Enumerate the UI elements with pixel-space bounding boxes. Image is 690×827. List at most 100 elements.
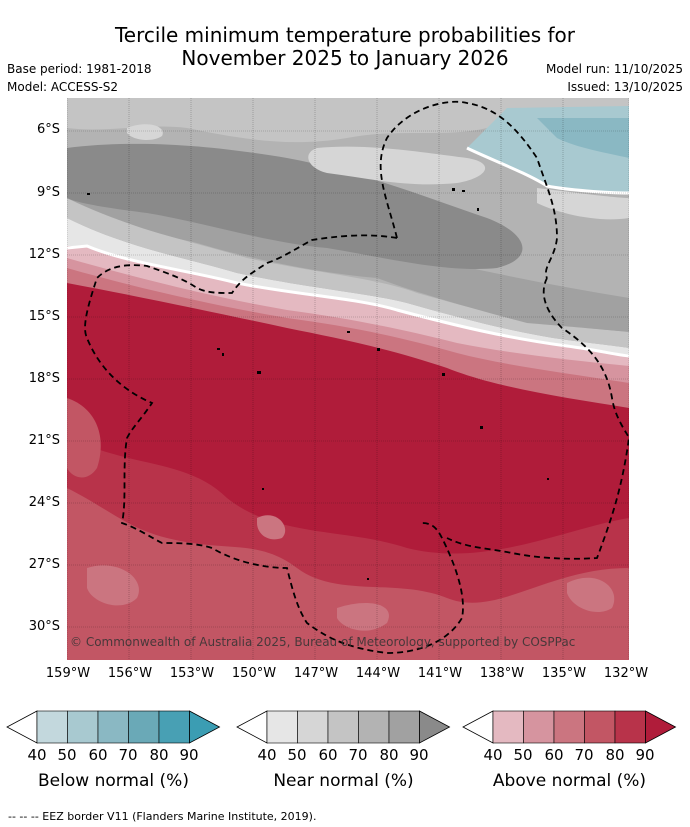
legend-below-tick-80: 80: [149, 746, 169, 764]
island: [222, 353, 224, 356]
above-60-patch2: [337, 603, 389, 631]
legend-above-normal: 40 50 60 70 80 90 Above normal (%): [462, 710, 677, 800]
legend-near-title: Near normal (%): [273, 771, 414, 791]
lon-label-156w: 156°W: [107, 666, 153, 681]
legend-swatch: [97, 710, 129, 744]
legend-swatch: [327, 710, 359, 744]
legend-swatch: [614, 710, 646, 744]
near-90-core: [67, 143, 523, 269]
legend-swatch: [523, 710, 555, 744]
island: [262, 488, 264, 490]
near-60-north: [67, 98, 629, 143]
lat-label-18s: 18°S: [28, 371, 60, 386]
meta-right: Model run: 11/10/2025 Issued: 13/10/2025: [546, 60, 683, 96]
lat-label-6s: 6°S: [36, 122, 60, 137]
island: [477, 208, 479, 211]
above-60-patch4: [567, 577, 615, 613]
lon-label-141w: 141°W: [417, 666, 463, 681]
lon-label-159w: 159°W: [45, 666, 91, 681]
legend-swatch: [584, 710, 616, 744]
legend-near-colorbar: [236, 710, 451, 744]
category-boundary: [67, 244, 629, 358]
above-60-band: [67, 248, 629, 408]
legend-above-title: Above normal (%): [492, 771, 647, 791]
island: [377, 348, 380, 351]
island: [462, 190, 465, 192]
legend-below-tick-70: 70: [118, 746, 138, 764]
legend-near-tick-80: 80: [379, 746, 399, 764]
legend-swatch: [67, 710, 99, 744]
legend-above-tick-80: 80: [605, 746, 625, 764]
lat-label-9s: 9°S: [36, 185, 60, 200]
model-run: Model run: 11/10/2025: [545, 62, 683, 76]
legend-swatch: [128, 710, 160, 744]
legend-under-triangle: [236, 710, 268, 744]
lon-label-147w: 147°W: [293, 666, 339, 681]
legend-over-triangle: [419, 710, 451, 744]
legend-below-tick-90: 90: [179, 746, 199, 764]
legend-swatch: [297, 710, 329, 744]
legend-near-tick-40: 40: [257, 746, 277, 764]
above-40-band: [67, 246, 629, 366]
legend-under-triangle: [6, 710, 38, 744]
graticule: [67, 98, 629, 660]
below-boundary: [466, 146, 629, 195]
near-40-edge: [67, 218, 629, 356]
below-90-core: [537, 118, 629, 158]
legend-swatch: [266, 710, 298, 744]
above-70-blob-west: [67, 398, 101, 478]
legend-near-tick-60: 60: [318, 746, 338, 764]
legend-below-title: Below normal (%): [38, 771, 189, 791]
lat-label-24s: 24°S: [28, 495, 60, 510]
legend-below-colorbar: [6, 710, 221, 744]
footer-eez-note: -- -- -- EEZ border V11 (Flanders Marine…: [8, 810, 317, 823]
legend-above-tick-50: 50: [513, 746, 533, 764]
legend-below-tick-50: 50: [57, 746, 77, 764]
lon-label-150w: 150°W: [231, 666, 277, 681]
lon-label-132w: 132°W: [603, 666, 649, 681]
legend-above-tick-70: 70: [574, 746, 594, 764]
legend-above-tick-90: 90: [635, 746, 655, 764]
lat-label-15s: 15°S: [28, 309, 60, 324]
copyright-text: © Commonwealth of Australia 2025, Bureau…: [70, 635, 575, 649]
island: [547, 478, 549, 480]
legend-near-tick-50: 50: [287, 746, 307, 764]
map-title-line1: Tercile minimum temperature probabilitie…: [114, 23, 576, 47]
island: [217, 348, 220, 350]
legend-swatch: [36, 710, 68, 744]
base-period: Base period: 1981-2018: [7, 62, 152, 76]
lon-label-135w: 135°W: [541, 666, 587, 681]
legend-over-triangle: [189, 710, 221, 744]
island: [257, 371, 261, 374]
legend-swatch: [553, 710, 585, 744]
legend-below-tick-40: 40: [27, 746, 47, 764]
near-40-north-blob2: [127, 124, 163, 140]
legend-near-normal: 40 50 60 70 80 90 Near normal (%): [236, 710, 451, 800]
legend-swatch: [388, 710, 420, 744]
probability-map: © Commonwealth of Australia 2025, Bureau…: [67, 98, 629, 660]
near-40-right-blob: [537, 188, 629, 220]
legend-swatch: [358, 710, 390, 744]
model-name: Model: ACCESS-S2: [7, 80, 119, 94]
map-title-line2: November 2025 to January 2026: [181, 46, 509, 70]
legend-near-tick-90: 90: [409, 746, 429, 764]
islands: [87, 188, 549, 580]
legend-above-tick-40: 40: [483, 746, 503, 764]
island: [347, 331, 350, 333]
lat-label-21s: 21°S: [28, 433, 60, 448]
legend-above-colorbar: [462, 710, 677, 744]
island: [87, 193, 90, 195]
above-60-patch: [87, 565, 139, 606]
legend-below-normal: 40 50 60 70 80 90 Below normal (%): [6, 710, 221, 800]
lat-label-12s: 12°S: [28, 247, 60, 262]
eez-kiribati-line: [379, 100, 558, 279]
island: [367, 578, 369, 580]
above-60-patch3: [257, 515, 286, 540]
lon-label-153w: 153°W: [169, 666, 215, 681]
issued-date: Issued: 13/10/2025: [567, 80, 683, 94]
legend-above-tick-60: 60: [544, 746, 564, 764]
near-60-band: [67, 198, 629, 348]
island: [452, 188, 455, 191]
legend-under-triangle: [462, 710, 494, 744]
legend-over-triangle: [645, 710, 677, 744]
